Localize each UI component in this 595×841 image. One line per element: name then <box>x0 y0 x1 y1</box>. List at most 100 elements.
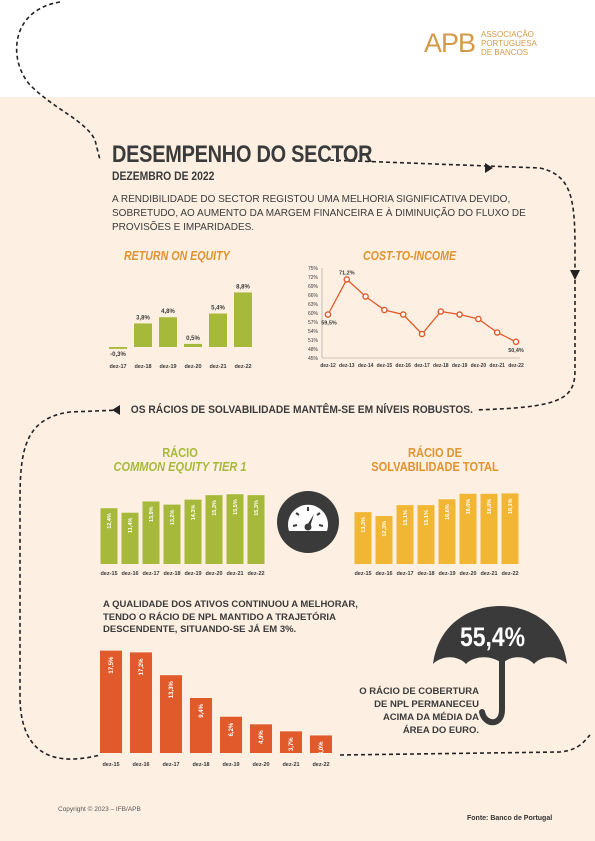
roe-data-label: 8,8% <box>236 284 250 290</box>
x-tick-label: dez-17 <box>396 571 413 577</box>
roe-chart-title: RETURN ON EQUITY <box>124 249 230 263</box>
data-label: 15,1% <box>403 510 409 526</box>
bar-dez-18 <box>163 504 181 564</box>
roe-data-label: 3,8% <box>136 315 150 321</box>
x-tick-label: dez-20 <box>459 571 476 577</box>
cti-point-dez-20 <box>475 315 482 323</box>
npl-text: A QUALIDADE DOS ATIVOS CONTINUOU A MELHO… <box>103 599 358 635</box>
roe-x-tick: dez-18 <box>134 364 151 370</box>
coverage-text: O RÁCIO DE COBERTURA DE NPL PERMANECEU A… <box>359 686 479 736</box>
x-tick-label: dez-15 <box>354 571 371 577</box>
roe-bar-dez-17 <box>109 347 127 349</box>
npl-data-label: 4,9% <box>259 730 265 744</box>
bar-dez-15 <box>354 512 372 564</box>
logo-line-1: ASSOCIAÇÃO <box>481 30 534 39</box>
roe-bar-dez-19 <box>159 317 177 347</box>
cet1-title: RÁCIO COMMON EQUITY TIER 1 <box>104 446 257 474</box>
cti-y-tick: 75% <box>308 266 319 272</box>
cti-y-tick: 60% <box>308 311 319 317</box>
cti-y-tick: 48% <box>308 347 319 353</box>
npl-x-tick: dez-18 <box>192 762 209 768</box>
data-label: 16,6% <box>445 504 451 520</box>
npl-bar-dez-22 <box>310 735 332 753</box>
x-tick-label: dez-16 <box>375 571 392 577</box>
roe-bar-dez-22 <box>234 292 252 347</box>
solvency-text: OS RÁCIOS DE SOLVABILIDADE MANTÊM-SE EM … <box>128 404 476 416</box>
cet1-chart: 12,4% dez-15 11,4% dez-16 13,9% dez-17 13,2% de… <box>100 494 265 577</box>
bar-dez-16 <box>375 516 393 564</box>
cti-point-dez-16 <box>399 311 407 318</box>
copyright: Copyright © 2023 – IFB/APB <box>58 806 141 813</box>
cti-point-dez-14 <box>362 293 369 300</box>
x-tick-label: dez-19 <box>184 571 201 577</box>
bar-dez-15 <box>100 508 118 564</box>
npl-x-tick: dez-16 <box>132 762 149 768</box>
bar-dez-17 <box>396 505 414 564</box>
npl-data-label: 3,0% <box>319 741 325 755</box>
cti-x-tick: dez-19 <box>452 363 468 369</box>
page-subtitle: DEZEMBRO DE 2022 <box>112 171 215 183</box>
data-label: 18,0% <box>487 499 493 515</box>
data-label: 15,3% <box>254 500 260 516</box>
data-label: 12,4% <box>107 513 113 529</box>
x-tick-label: dez-19 <box>438 571 455 577</box>
tsr-title-line-1: RÁCIO DE <box>407 445 463 460</box>
roe-bar-dez-21 <box>209 313 227 347</box>
x-tick-label: dez-20 <box>205 571 222 577</box>
npl-x-tick: dez-21 <box>282 762 299 768</box>
npl-data-label: 9,4% <box>199 703 205 717</box>
bar-dez-20 <box>459 493 477 564</box>
npl-data-label: 3,7% <box>289 737 295 751</box>
cti-y-tick: 66% <box>308 293 319 299</box>
bar-dez-20 <box>205 495 223 564</box>
npl-bar-dez-20 <box>250 724 272 753</box>
cti-y-tick: 69% <box>308 284 319 290</box>
npl-x-tick: dez-20 <box>252 762 269 768</box>
cti-chart-title: COST-TO-INCOME <box>363 249 457 263</box>
cti-y-tick: 72% <box>308 275 319 281</box>
bar-dez-19 <box>184 499 202 564</box>
bar-dez-18 <box>417 505 435 564</box>
data-label: 13,2% <box>170 510 176 526</box>
bar-dez-16 <box>121 512 139 564</box>
npl-x-tick: dez-22 <box>312 762 329 768</box>
npl-data-label: 17,2% <box>139 658 145 676</box>
roe-bar-dez-18 <box>134 323 152 347</box>
roe-bar-dez-20 <box>184 343 202 347</box>
cti-x-tick: dez-20 <box>471 363 487 369</box>
x-tick-label: dez-18 <box>417 571 434 577</box>
cti-point-dez-15 <box>381 306 388 314</box>
logo-line-2: PORTUGUESA <box>481 39 537 48</box>
cti-y-tick: 57% <box>308 320 319 326</box>
roe-chart: -0,3% dez-17 3,8% dez-18 4,8% dez-19 0,5% dez-2… <box>109 284 252 370</box>
npl-x-tick: dez-15 <box>102 762 119 768</box>
data-label: 13,3% <box>361 517 367 533</box>
x-tick-label: dez-21 <box>226 571 243 577</box>
bar-dez-19 <box>438 499 456 564</box>
bar-dez-22 <box>247 495 265 564</box>
roe-data-label: -0,3% <box>110 352 126 358</box>
npl-bar-dez-18 <box>190 698 212 753</box>
npl-bar-dez-15 <box>100 650 122 753</box>
cti-x-tick: dez-12 <box>320 363 336 369</box>
data-label: 13,9% <box>149 506 155 522</box>
cti-x-tick: dez-21 <box>489 363 505 369</box>
intro-text: A RENDIBILIDADE DO SECTOR REGISTOU UMA M… <box>112 194 526 233</box>
cti-x-tick: dez-13 <box>339 363 355 369</box>
bar-dez-17 <box>142 501 160 564</box>
roe-data-label: 0,5% <box>186 336 200 342</box>
npl-bar-dez-17 <box>160 675 182 753</box>
cti-y-tick: 51% <box>308 338 319 344</box>
logo-line-3: DE BANCOS <box>481 48 529 57</box>
cet1-title-line-1: RÁCIO <box>162 445 198 460</box>
cti-point-dez-12 <box>324 311 332 318</box>
roe-x-tick: dez-17 <box>109 364 126 370</box>
roe-x-tick: dez-20 <box>184 364 201 370</box>
tsr-chart: 13,3% dez-15 12,3% dez-16 15,1% dez-17 15,1% de… <box>354 493 519 577</box>
cti-point-label: 50,4% <box>508 348 524 354</box>
cti-x-tick: dez-15 <box>377 363 393 369</box>
cti-point-label: 59,5% <box>321 321 337 327</box>
npl-data-label: 6,2% <box>229 722 235 736</box>
cti-point-dez-21 <box>493 329 501 336</box>
roe-x-tick: dez-22 <box>234 364 251 370</box>
